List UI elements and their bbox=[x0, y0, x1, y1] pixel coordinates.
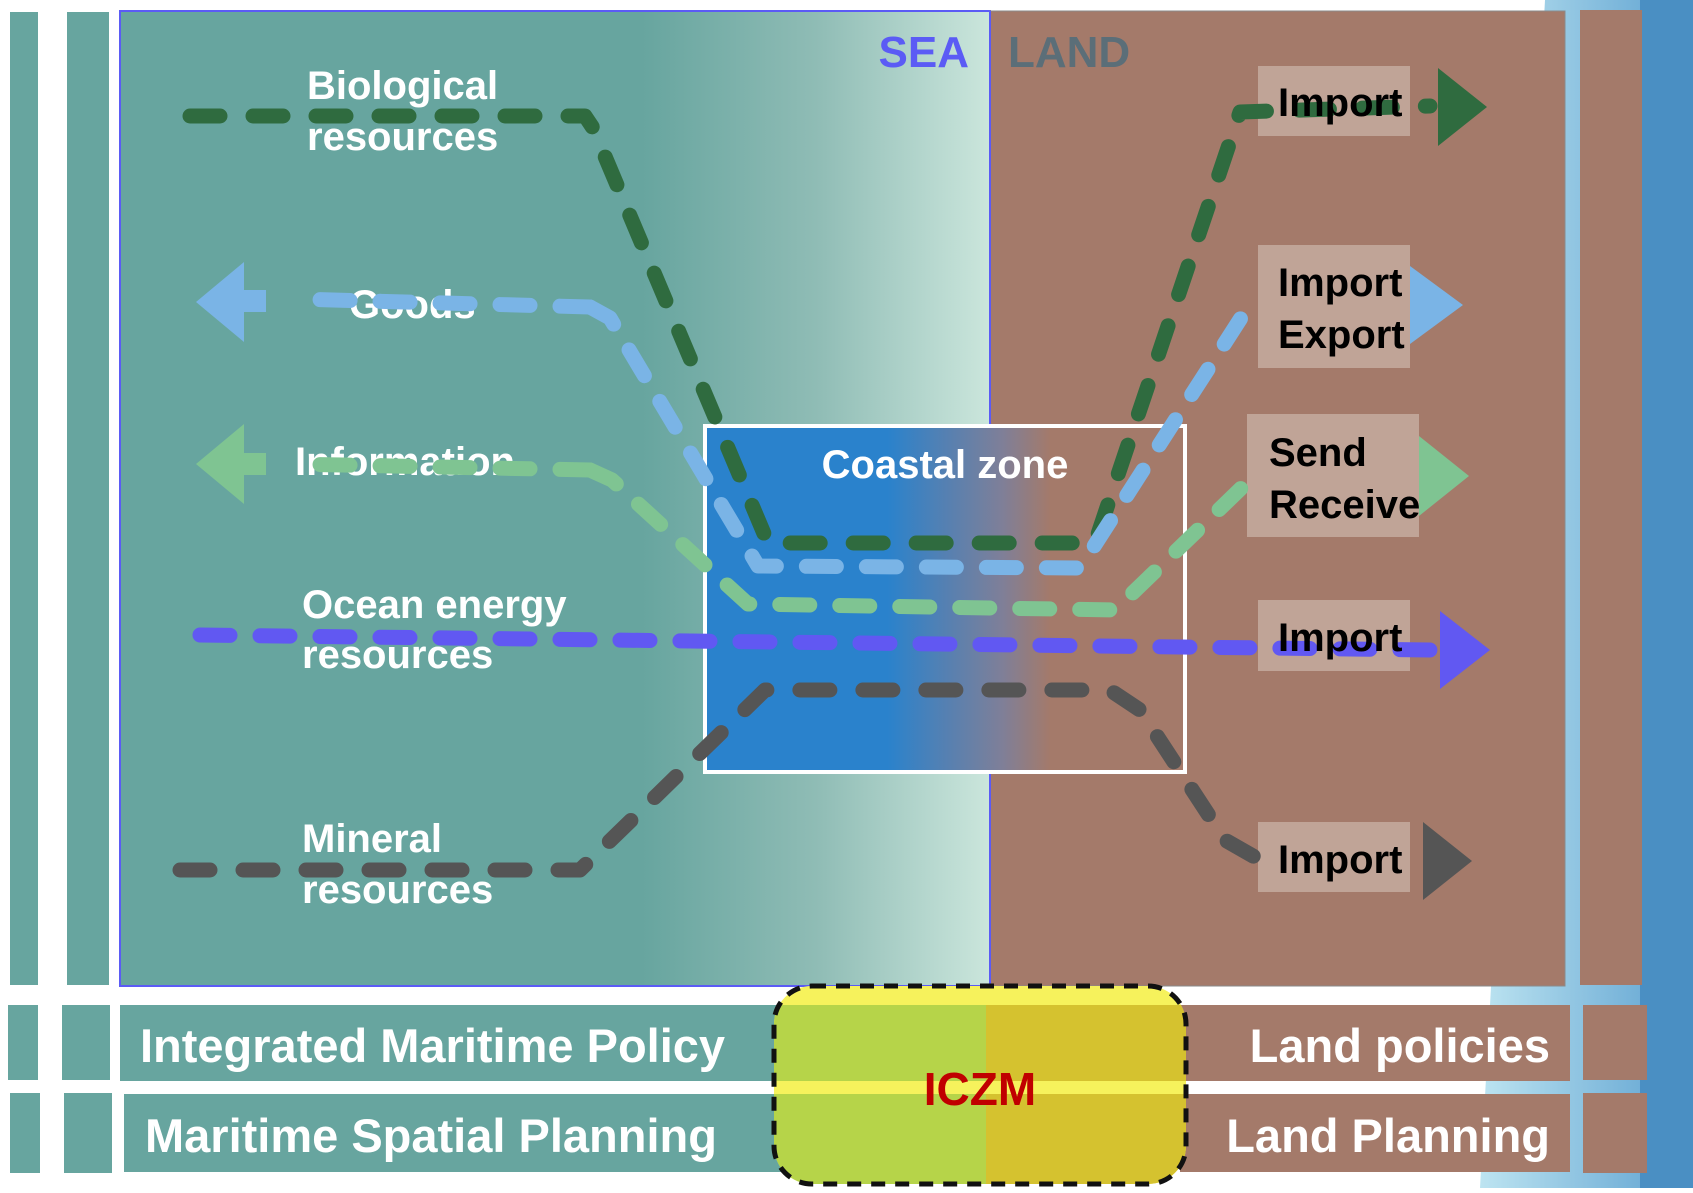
iczm-box: ICZM bbox=[771, 983, 1189, 1187]
biological-label-line1: Biological bbox=[307, 64, 498, 108]
energy-flow-path bbox=[192, 627, 1438, 658]
information-box-label-line2: Receive bbox=[1269, 483, 1420, 527]
iczm-outline bbox=[771, 983, 1189, 1187]
goods-arrowhead-left bbox=[196, 262, 244, 342]
coastal-zone-label: Coastal zone bbox=[822, 443, 1069, 487]
right-band-block-1 bbox=[1583, 1005, 1647, 1080]
information-box bbox=[1247, 414, 1419, 537]
iczm-sea-policy-part bbox=[774, 1005, 986, 1081]
goods-flow-path-sea bbox=[287, 291, 598, 315]
information-box-label-line1: Send bbox=[1269, 431, 1367, 475]
land-planning-band bbox=[1180, 1094, 1570, 1172]
land-policy-label: Land policies bbox=[1250, 1019, 1550, 1072]
left-band-block-4 bbox=[64, 1093, 112, 1173]
mineral-label-line1: Mineral bbox=[302, 817, 442, 861]
energy-label-line1: Ocean energy bbox=[302, 583, 567, 627]
land-box-labels: Import Import Export Send Receive Import… bbox=[1269, 81, 1420, 882]
sea-policy-band bbox=[120, 1005, 785, 1081]
mineral-box bbox=[1258, 822, 1410, 892]
information-arrowhead-left bbox=[196, 424, 244, 504]
right-strip bbox=[1580, 10, 1642, 985]
goods-arrowhead-right bbox=[1410, 266, 1463, 344]
sea-policy-label: Integrated Maritime Policy bbox=[140, 1019, 725, 1072]
iczm-land-planning-part bbox=[986, 1094, 1186, 1184]
iczm-land-policy-part bbox=[986, 1005, 1186, 1081]
right-edge-strip bbox=[1640, 0, 1693, 1188]
sea-planning-band bbox=[124, 1094, 785, 1172]
left-strip-2 bbox=[67, 12, 109, 985]
biological-box-label: Import bbox=[1278, 81, 1402, 125]
goods-flow-path-land bbox=[582, 296, 1258, 576]
goods-box-label-line1: Import bbox=[1278, 261, 1402, 305]
mineral-flow-path bbox=[172, 682, 1268, 878]
arrow-heads bbox=[196, 68, 1490, 900]
information-arrow-tail bbox=[240, 453, 266, 475]
mineral-arrowhead bbox=[1423, 822, 1472, 900]
land-header: LAND bbox=[1008, 28, 1130, 77]
flow-paths bbox=[172, 98, 1438, 878]
goods-box bbox=[1258, 245, 1410, 368]
left-band-block-3 bbox=[10, 1093, 40, 1173]
sea-header: SEA bbox=[879, 28, 969, 77]
biological-arrowhead bbox=[1438, 68, 1487, 146]
sea-planning-label: Maritime Spatial Planning bbox=[145, 1109, 717, 1162]
information-flow-path-land bbox=[582, 462, 1268, 618]
mineral-box-label: Import bbox=[1278, 838, 1402, 882]
biological-flow-path bbox=[182, 98, 1438, 551]
goods-box-label-line2: Export bbox=[1278, 313, 1405, 357]
energy-arrowhead bbox=[1440, 611, 1490, 689]
iczm-sea-planning-part bbox=[774, 1094, 986, 1184]
land-planning-label: Land Planning bbox=[1226, 1109, 1550, 1162]
left-band-block-2 bbox=[62, 1005, 110, 1080]
energy-box bbox=[1258, 600, 1410, 671]
right-band-block-2 bbox=[1583, 1093, 1647, 1173]
policy-bands: Integrated Maritime Policy Maritime Spat… bbox=[120, 1005, 1570, 1172]
information-arrowhead-right bbox=[1419, 436, 1469, 516]
left-band-block-1 bbox=[8, 1005, 38, 1080]
left-strip-1 bbox=[10, 12, 38, 985]
information-flow-path-sea bbox=[284, 456, 598, 478]
energy-box-label: Import bbox=[1278, 616, 1402, 660]
goods-arrow-tail bbox=[240, 290, 266, 312]
land-policy-band bbox=[1180, 1005, 1570, 1081]
land-boxes bbox=[1247, 66, 1419, 892]
iczm-label: ICZM bbox=[924, 1063, 1036, 1115]
